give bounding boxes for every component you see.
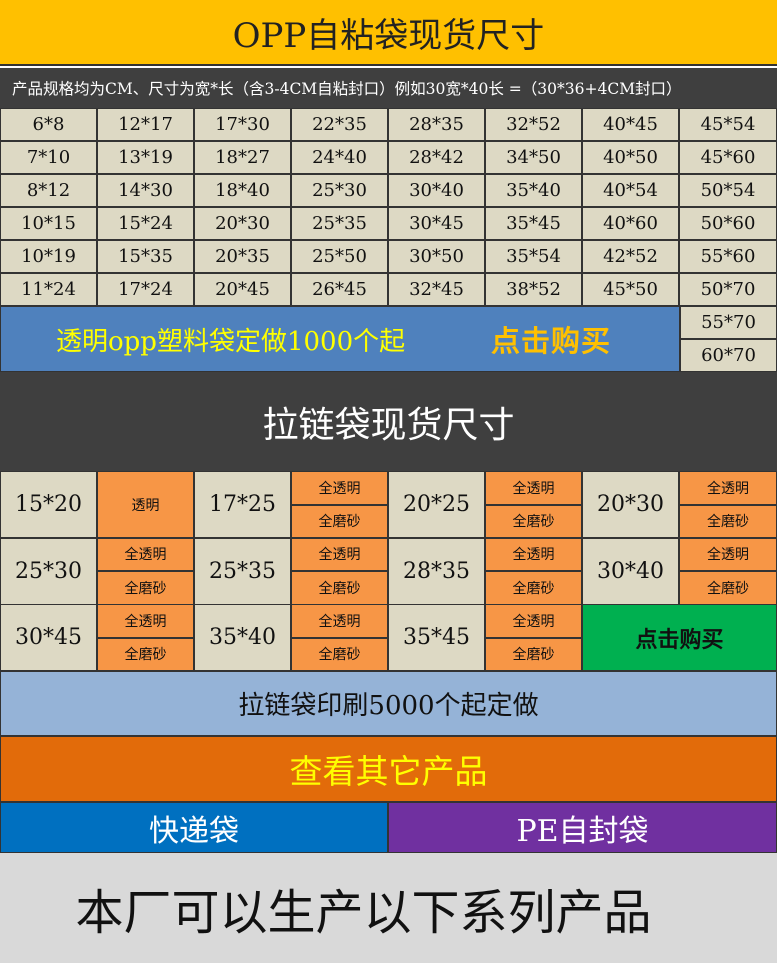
size-cell: 7*10 <box>0 141 97 174</box>
zip-option-cell[interactable]: 全透明 <box>291 604 388 638</box>
zip-size-cell: 15*20 <box>0 471 97 538</box>
zip-option-cell[interactable]: 全磨砂 <box>291 504 388 538</box>
other-products-link[interactable]: 查看其它产品 <box>0 736 777 802</box>
size-cell: 32*45 <box>388 273 485 306</box>
size-cell: 30*50 <box>388 240 485 273</box>
size-cell: 22*35 <box>291 108 388 141</box>
size-cell: 42*52 <box>582 240 679 273</box>
size-cell: 50*54 <box>679 174 777 207</box>
zip-option-cell[interactable]: 全磨砂 <box>679 571 777 605</box>
zip-size-cell: 30*45 <box>0 604 97 671</box>
custom-order-text: 透明opp塑料袋定做1000个起 <box>56 326 406 357</box>
custom-order-banner[interactable]: 透明opp塑料袋定做1000个起 点击购买 <box>0 306 680 372</box>
size-cell: 20*30 <box>194 207 291 240</box>
size-cell: 35*45 <box>485 207 582 240</box>
express-bag-link[interactable]: 快递袋 <box>0 802 388 853</box>
size-cell: 25*30 <box>291 174 388 207</box>
zip-option-cell[interactable]: 全磨砂 <box>679 504 777 538</box>
size-cell: 50*60 <box>679 207 777 240</box>
size-cell: 60*70 <box>680 339 777 372</box>
size-cell: 6*8 <box>0 108 97 141</box>
zip-size-cell: 25*35 <box>194 537 291 605</box>
zip-option-cell[interactable]: 全磨砂 <box>97 571 194 605</box>
opp-title: OPP自粘袋现货尺寸 <box>0 0 777 66</box>
size-cell: 45*50 <box>582 273 679 306</box>
size-cell: 35*54 <box>485 240 582 273</box>
size-cell: 15*35 <box>97 240 194 273</box>
zip-option-cell[interactable]: 全磨砂 <box>485 637 582 671</box>
size-cell: 50*70 <box>679 273 777 306</box>
size-cell: 14*30 <box>97 174 194 207</box>
zip-option-cell[interactable]: 全透明 <box>97 604 194 638</box>
size-cell: 55*70 <box>680 306 777 339</box>
size-cell: 11*24 <box>0 273 97 306</box>
zip-size-cell: 35*40 <box>194 604 291 671</box>
zip-size-cell: 17*25 <box>194 471 291 538</box>
zip-print-note: 拉链袋印刷5000个起定做 <box>0 671 777 736</box>
zip-option-cell[interactable]: 全透明 <box>485 604 582 638</box>
size-cell: 40*50 <box>582 141 679 174</box>
zip-buy-button[interactable]: 点击购买 <box>582 604 777 671</box>
zip-option-cell[interactable]: 全透明 <box>291 537 388 571</box>
size-cell: 17*30 <box>194 108 291 141</box>
size-cell: 28*35 <box>388 108 485 141</box>
size-cell: 40*54 <box>582 174 679 207</box>
size-cell: 40*60 <box>582 207 679 240</box>
size-cell: 15*24 <box>97 207 194 240</box>
size-note: 产品规格均为CM、尺寸为宽*长（含3-4CM自粘封口）例如30宽*40长 =（3… <box>0 68 777 108</box>
size-cell: 10*15 <box>0 207 97 240</box>
zip-option-cell[interactable]: 全磨砂 <box>485 504 582 538</box>
zip-option-cell[interactable]: 全透明 <box>679 471 777 505</box>
size-cell: 45*60 <box>679 141 777 174</box>
size-cell: 38*52 <box>485 273 582 306</box>
size-cell: 34*50 <box>485 141 582 174</box>
zip-option-cell[interactable]: 全透明 <box>485 471 582 505</box>
zip-size-cell: 25*30 <box>0 537 97 605</box>
size-cell: 18*40 <box>194 174 291 207</box>
size-cell: 20*35 <box>194 240 291 273</box>
zip-size-cell: 30*40 <box>582 537 679 605</box>
zip-option-cell[interactable]: 全磨砂 <box>97 637 194 671</box>
zip-size-cell: 20*30 <box>582 471 679 538</box>
zip-option-cell[interactable]: 全透明 <box>485 537 582 571</box>
zip-size-cell: 35*45 <box>388 604 485 671</box>
zip-option-cell[interactable]: 全磨砂 <box>291 571 388 605</box>
size-cell: 30*40 <box>388 174 485 207</box>
size-cell: 8*12 <box>0 174 97 207</box>
size-cell: 10*19 <box>0 240 97 273</box>
size-cell: 55*60 <box>679 240 777 273</box>
size-cell: 30*45 <box>388 207 485 240</box>
zip-option-cell[interactable]: 全磨砂 <box>291 637 388 671</box>
zip-title: 拉链袋现货尺寸 <box>0 372 777 471</box>
size-cell: 12*17 <box>97 108 194 141</box>
zip-size-cell: 28*35 <box>388 537 485 605</box>
size-cell: 26*45 <box>291 273 388 306</box>
opp-buy-link[interactable]: 点击购买 <box>491 324 612 358</box>
zip-option-cell[interactable]: 全透明 <box>679 537 777 571</box>
zip-size-cell: 20*25 <box>388 471 485 538</box>
size-cell: 35*40 <box>485 174 582 207</box>
zip-option-cell[interactable]: 透明 <box>97 471 194 538</box>
size-cell: 28*42 <box>388 141 485 174</box>
size-cell: 18*27 <box>194 141 291 174</box>
size-cell: 45*54 <box>679 108 777 141</box>
size-cell: 25*35 <box>291 207 388 240</box>
size-cell: 13*19 <box>97 141 194 174</box>
size-cell: 32*52 <box>485 108 582 141</box>
zip-option-cell[interactable]: 全透明 <box>97 537 194 571</box>
size-cell: 24*40 <box>291 141 388 174</box>
factory-statement: 本厂可以生产以下系列产品 <box>0 853 777 963</box>
zip-option-cell[interactable]: 全透明 <box>291 471 388 505</box>
pe-bag-link[interactable]: PE自封袋 <box>388 802 777 853</box>
size-cell: 25*50 <box>291 240 388 273</box>
size-cell: 17*24 <box>97 273 194 306</box>
size-cell: 40*45 <box>582 108 679 141</box>
zip-option-cell[interactable]: 全磨砂 <box>485 571 582 605</box>
size-cell: 20*45 <box>194 273 291 306</box>
